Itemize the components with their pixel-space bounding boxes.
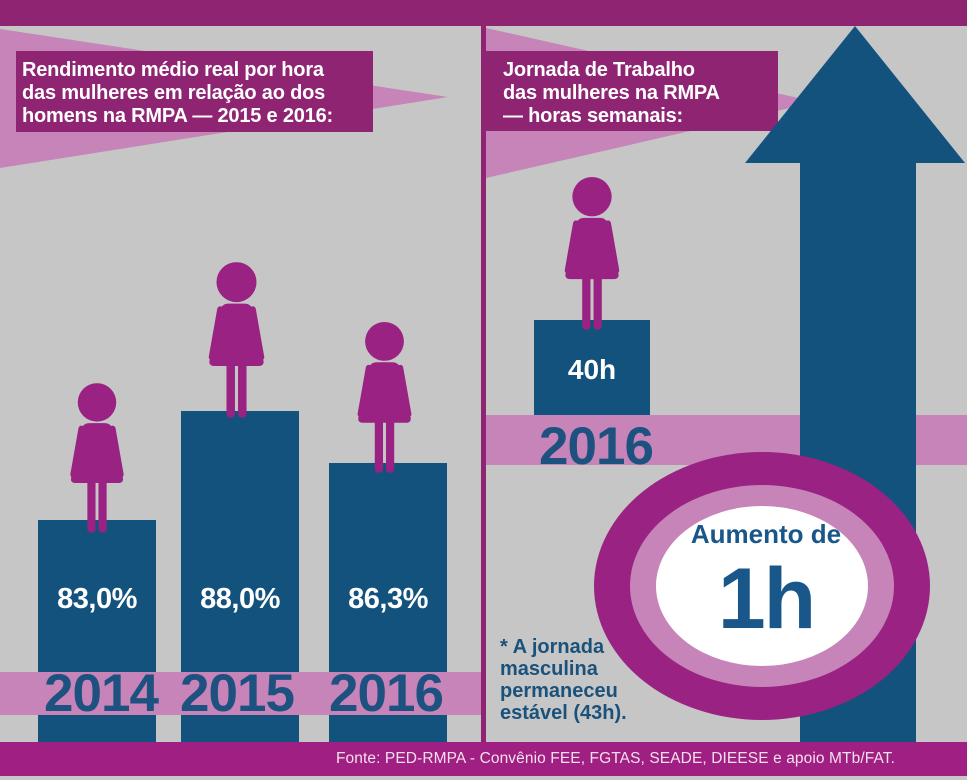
hours-value-label: 40h <box>567 354 617 385</box>
panel-divider <box>481 26 486 742</box>
left-title-line: Rendimento médio real por hora <box>22 59 324 81</box>
footnote: * A jornada masculina permaneceu estável… <box>500 636 670 724</box>
increase-badge-icon <box>594 452 930 720</box>
left-title-line: homens na RMPA — 2015 e 2016: <box>22 105 333 127</box>
right-panel-title: Jornada de Trabalho das mulheres na RMPA… <box>486 51 778 131</box>
bar-value-label-2016: 86,3% <box>348 583 428 615</box>
right-title-line: das mulheres na RMPA <box>503 82 720 104</box>
badge-value: 1h <box>717 551 816 647</box>
woman-icon <box>554 177 630 332</box>
year-label-2016: 2016 <box>329 664 444 723</box>
bar-value-label-2015: 88,0% <box>200 583 280 615</box>
top-band <box>0 0 967 26</box>
badge-text: Aumento de <box>690 519 842 549</box>
year-label-2015: 2015 <box>180 664 295 723</box>
year-label-right-2016: 2016 <box>539 417 654 476</box>
year-label-2014: 2014 <box>44 664 159 723</box>
year-axis-band <box>0 672 481 715</box>
right-title-line: Jornada de Trabalho <box>503 59 695 81</box>
footnote-line: masculina <box>500 658 598 680</box>
footnote-line: * A jornada <box>500 636 605 658</box>
footnote-line: estável (43h). <box>500 702 627 724</box>
right-title-line: — horas semanais: <box>503 105 684 127</box>
hours-bar-2016 <box>534 320 650 415</box>
footnote-line: permaneceu <box>500 680 618 702</box>
left-panel-title: Rendimento médio real por hora das mulhe… <box>16 51 373 132</box>
source-footer: Fonte: PED-RMPA - Convênio FEE, FGTAS, S… <box>0 742 967 776</box>
bar-value-label-2014: 83,0% <box>57 583 137 615</box>
left-title-line: das mulheres em relação ao dos <box>22 82 326 104</box>
